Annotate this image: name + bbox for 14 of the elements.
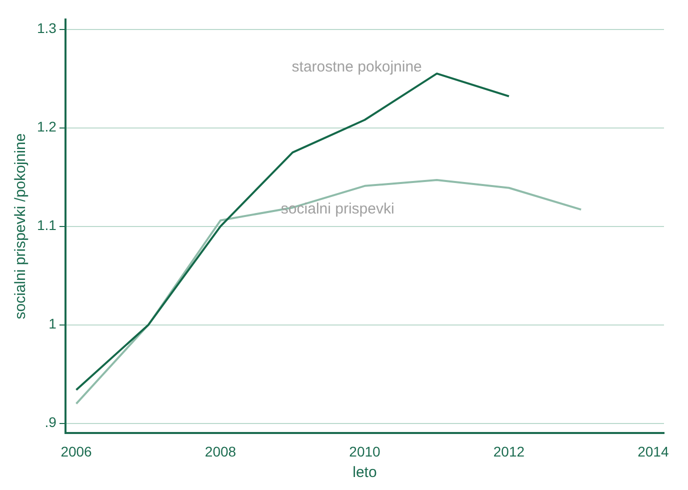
x-tick-label: 2008	[204, 443, 236, 460]
x-tick-label: 2014	[638, 443, 669, 460]
x-tick-label: 2012	[493, 443, 525, 460]
y-tick-label: .9	[44, 414, 57, 430]
x-axis-title: leto	[352, 464, 377, 482]
y-axis-title: socialni prispevki /pokojnine	[12, 133, 30, 320]
y-tick-label: 1.2	[36, 118, 57, 135]
series-label: starostne pokojnine	[292, 58, 422, 76]
series-label: socialni prispevki	[280, 200, 394, 218]
x-tick-label: 2006	[60, 443, 92, 460]
y-tick-label: 1.1	[36, 217, 57, 234]
y-tick-label: 1	[48, 316, 57, 332]
y-tick-label: 1.3	[36, 20, 57, 36]
x-tick-label: 2010	[349, 443, 381, 460]
